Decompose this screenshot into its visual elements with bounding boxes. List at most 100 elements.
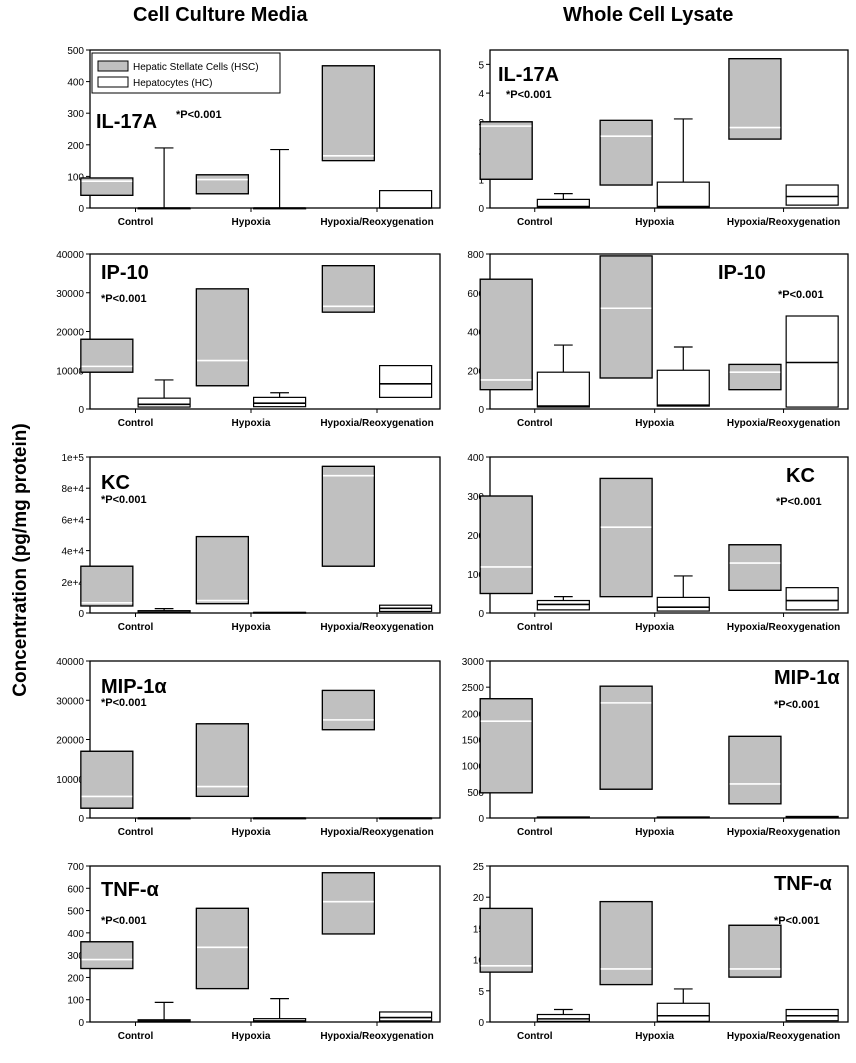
- y-tick-label: 500: [467, 788, 484, 799]
- x-tick-label: Hypoxia/Reoxygenation: [320, 418, 433, 429]
- y-tick-label: 1: [478, 175, 484, 186]
- x-tick-label: Hypoxia/Reoxygenation: [320, 622, 433, 633]
- chart-panel-media-mip1: 0 10000 20000 30000 40000 Control Hypoxia Hypox…: [56, 657, 441, 838]
- x-tick-label: Hypoxia: [232, 622, 271, 633]
- panel-title: TNF-α: [101, 879, 160, 901]
- legend: Hepatic Stellate Cells (HSC) Hepatocytes …: [91, 52, 281, 94]
- x-tick-label: Control: [118, 217, 154, 228]
- y-tick-label: 2000: [462, 709, 485, 720]
- y-tick-label: 2e+4: [61, 578, 84, 589]
- hsc-box: [80, 565, 134, 607]
- y-tick-label: 5: [478, 60, 484, 71]
- y-tick-label: 1e+5: [61, 453, 84, 464]
- x-tick-label: Hypoxia/Reoxygenation: [727, 217, 840, 228]
- hc-box: [137, 397, 191, 408]
- x-tick-label: Hypoxia/Reoxygenation: [320, 1031, 433, 1042]
- x-tick-label: Hypoxia/Reoxygenation: [727, 418, 840, 429]
- y-tick-label: 0: [478, 405, 484, 416]
- y-tick-label: 300: [67, 109, 84, 120]
- hsc-box-outline: [479, 698, 533, 794]
- legend-label-hsc: Hepatic Stellate Cells (HSC): [133, 62, 259, 73]
- y-tick-label: 8e+4: [61, 484, 84, 495]
- legend-swatch-hsc: [97, 60, 129, 72]
- hsc-box-outline: [479, 278, 533, 391]
- hc-box: [656, 1002, 710, 1022]
- panel-title: TNF-α: [774, 873, 833, 895]
- chart-panel-lysate-ip10: 0 200 400 600 800 Control Hypoxia Hypoxia/Reoxy…: [467, 250, 849, 429]
- x-tick-label: Hypoxia/Reoxygenation: [727, 827, 840, 838]
- y-tick-label: 0: [478, 814, 484, 825]
- y-tick-label: 6e+4: [61, 515, 84, 526]
- y-tick-label: 0: [78, 814, 84, 825]
- hsc-box: [321, 265, 375, 313]
- hsc-box-outline: [80, 338, 134, 373]
- x-tick-label: Hypoxia/Reoxygenation: [320, 827, 433, 838]
- y-tick-label: 10000: [56, 366, 84, 377]
- hsc-box-outline: [599, 119, 653, 186]
- plot-frame: [89, 456, 441, 614]
- hsc-box-outline: [321, 689, 375, 731]
- y-tick-label: 0: [78, 609, 84, 620]
- p-value-label: *P<0.001: [774, 699, 820, 711]
- y-tick-label: 2500: [462, 683, 485, 694]
- left-column-title: Cell Culture Media: [133, 4, 308, 26]
- hsc-box-outline: [80, 941, 134, 970]
- hsc-box: [728, 735, 782, 805]
- y-tick-label: 400: [67, 929, 84, 940]
- hsc-box-outline: [479, 495, 533, 595]
- hc-box: [785, 184, 839, 206]
- p-value-label: *P<0.001: [774, 915, 820, 927]
- y-axis-label: Concentration (pg/mg protein): [10, 423, 31, 696]
- y-tick-label: 5: [478, 987, 484, 998]
- x-tick-label: Control: [118, 622, 154, 633]
- panel-title: MIP-1α: [774, 667, 840, 689]
- y-axis-label-container: Concentration (pg/mg protein): [10, 423, 31, 696]
- chart-panel-lysate-tnf: 0 5 10 15 20 25 Control Hypoxia Hypoxia/Reoxygen…: [473, 862, 849, 1042]
- hsc-box: [195, 535, 249, 605]
- hsc-box-outline: [599, 900, 653, 986]
- y-tick-label: 200: [67, 973, 84, 984]
- y-tick-label: 40000: [56, 657, 84, 668]
- hsc-box-outline: [599, 477, 653, 598]
- hc-box: [379, 1011, 433, 1022]
- chart-panel-media-ip10: 0 10000 20000 30000 40000 Control Hypoxia Hypox…: [56, 250, 441, 429]
- panel-title: IL-17A: [96, 111, 157, 133]
- p-value-label: *P<0.001: [101, 915, 147, 927]
- hsc-box-outline: [195, 288, 249, 387]
- chart-panel-lysate-mip1: 0 500 1000 1500 2000 2500 3000 Control Hypoxia Hy…: [462, 657, 849, 838]
- hsc-box-outline: [195, 174, 249, 195]
- chart-panel-lysate-kc: 0 100 200 300 400 Control Hypoxia Hypoxia/Reoxy…: [467, 453, 849, 633]
- x-tick-label: Hypoxia: [232, 418, 271, 429]
- y-tick-label: 10: [473, 956, 485, 967]
- hc-box: [656, 369, 710, 407]
- chart-panel-media-kc: 0 2e+4 4e+4 6e+4 8e+4 1e+5 Control Hypoxia Hypox…: [61, 453, 441, 633]
- hsc-box: [195, 174, 249, 195]
- hsc-box-outline: [728, 924, 782, 978]
- y-tick-label: 20000: [56, 736, 84, 747]
- panel-title: KC: [101, 472, 130, 494]
- hsc-box-outline: [80, 750, 134, 809]
- y-tick-label: 400: [467, 328, 484, 339]
- hsc-box-outline: [728, 58, 782, 140]
- legend-label-hc: Hepatocytes (HC): [133, 78, 212, 89]
- hc-box: [785, 315, 839, 408]
- hsc-box-outline: [599, 685, 653, 790]
- hsc-box-outline: [80, 177, 134, 196]
- hsc-box: [80, 941, 134, 970]
- y-tick-label: 1000: [462, 762, 485, 773]
- y-tick-label: 1500: [462, 736, 485, 747]
- hc-box: [379, 365, 433, 398]
- hsc-box: [479, 698, 533, 794]
- y-tick-label: 0: [78, 405, 84, 416]
- panel-title: IP-10: [101, 262, 149, 284]
- y-tick-label: 500: [67, 46, 84, 57]
- p-value-label: *P<0.001: [506, 89, 552, 101]
- hsc-box: [479, 278, 533, 391]
- y-tick-label: 200: [467, 531, 484, 542]
- x-tick-label: Hypoxia: [635, 827, 674, 838]
- panel-title: MIP-1α: [101, 676, 167, 698]
- y-tick-label: 20: [473, 893, 485, 904]
- chart-panel-media-tnf: 0 100 200 300 400 500 600 700 Control Hypoxia Hypo…: [67, 862, 441, 1042]
- chart-panel-media-il17a: 0 100 200 300 400 500 Control Hypoxia Hypoxia/Re…: [67, 46, 441, 228]
